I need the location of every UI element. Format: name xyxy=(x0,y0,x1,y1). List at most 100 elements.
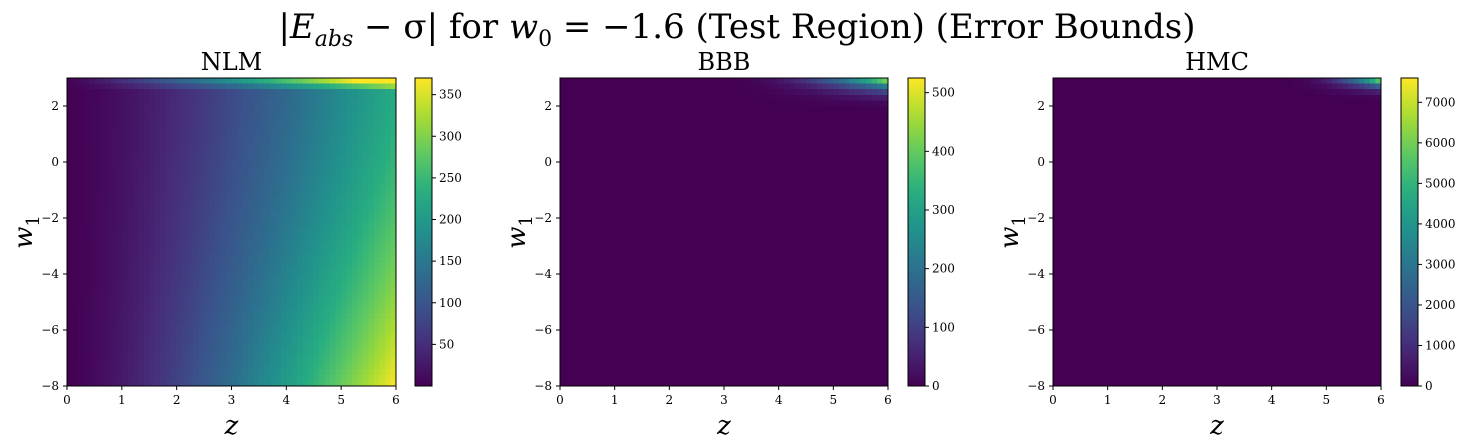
heatmap-cell xyxy=(280,134,287,141)
heatmap-cell xyxy=(143,212,150,219)
heatmap-cell xyxy=(691,94,698,101)
heatmap-cell xyxy=(691,106,698,113)
heatmap-cell xyxy=(319,285,326,292)
heatmap-cell xyxy=(308,313,315,320)
heatmap-cell xyxy=(560,240,567,247)
heatmap-cell xyxy=(258,246,265,253)
heatmap-cell xyxy=(341,106,348,113)
heatmap-cell xyxy=(226,212,233,219)
heatmap-cell xyxy=(209,139,216,146)
heatmap-cell xyxy=(94,134,101,141)
heatmap-cell xyxy=(647,156,654,163)
heatmap-cell xyxy=(680,229,687,236)
heatmap-cell xyxy=(242,290,249,297)
heatmap-cell xyxy=(72,173,79,180)
heatmap-cell xyxy=(374,100,381,107)
heatmap-cell xyxy=(652,134,659,141)
heatmap-cell xyxy=(160,223,167,230)
heatmap-cell xyxy=(264,307,271,314)
heatmap-cell xyxy=(707,307,714,314)
heatmap-cell xyxy=(614,184,621,191)
heatmap-cell xyxy=(105,307,112,314)
heatmap-cell xyxy=(127,128,134,135)
heatmap-cell xyxy=(77,212,85,219)
heatmap-cell xyxy=(182,234,189,241)
heatmap-cell xyxy=(560,324,567,331)
heatmap-cell xyxy=(171,358,178,365)
heatmap-cell xyxy=(702,296,709,303)
heatmap-cell xyxy=(143,234,150,241)
heatmap-cell xyxy=(253,145,260,152)
heatmap-cell xyxy=(286,352,293,359)
heatmap-cell xyxy=(242,201,249,208)
colorbar-tick-label: 350 xyxy=(439,88,462,102)
heatmap-cell xyxy=(264,173,271,180)
heatmap-cell xyxy=(264,223,271,230)
heatmap-cell xyxy=(663,380,670,387)
heatmap-cell xyxy=(713,94,720,101)
heatmap-cell xyxy=(264,184,271,191)
heatmap-cell xyxy=(341,139,348,146)
heatmap-cell xyxy=(291,313,298,320)
heatmap-cell xyxy=(685,268,692,275)
heatmap-cell xyxy=(374,374,381,381)
heatmap-cell xyxy=(242,106,249,113)
heatmap-cell xyxy=(72,117,79,124)
heatmap-cell xyxy=(663,296,670,303)
heatmap-cell xyxy=(154,111,161,118)
heatmap-cell xyxy=(193,223,200,230)
heatmap-cell xyxy=(220,369,227,376)
heatmap-cell xyxy=(286,206,293,213)
heatmap-cell xyxy=(313,223,320,230)
heatmap-cell xyxy=(220,201,227,208)
heatmap-cell xyxy=(691,318,698,325)
heatmap-cell xyxy=(663,162,670,169)
heatmap-cell xyxy=(132,218,139,225)
heatmap-cell xyxy=(385,279,392,286)
heatmap-cell xyxy=(72,94,79,101)
heatmap-cell xyxy=(581,358,588,365)
heatmap-cell xyxy=(674,341,681,348)
heatmap-cell xyxy=(691,302,698,309)
heatmap-cell xyxy=(258,78,265,85)
heatmap-cell xyxy=(286,128,293,135)
heatmap-cell xyxy=(385,296,392,303)
heatmap-cell xyxy=(685,262,692,269)
heatmap-cell xyxy=(275,212,282,219)
heatmap-cell xyxy=(160,212,167,219)
heatmap-cell xyxy=(176,122,183,129)
heatmap-cell xyxy=(319,240,326,247)
heatmap-cell xyxy=(269,358,276,365)
heatmap-cell xyxy=(663,89,670,96)
heatmap-cell xyxy=(154,229,161,236)
heatmap-cell xyxy=(570,218,577,225)
heatmap-cell xyxy=(642,122,649,129)
heatmap-cell xyxy=(127,122,134,129)
heatmap-cell xyxy=(696,234,703,241)
heatmap-cell xyxy=(631,178,638,185)
heatmap-cell xyxy=(352,78,359,85)
heatmap-cell xyxy=(258,128,265,135)
heatmap-cell xyxy=(209,257,216,264)
heatmap-cell xyxy=(374,352,381,359)
heatmap-cell xyxy=(352,111,359,118)
heatmap-cell xyxy=(143,274,150,281)
heatmap-cell xyxy=(319,223,326,230)
heatmap-cell xyxy=(176,145,183,152)
heatmap-cell xyxy=(231,89,238,96)
heatmap-cell xyxy=(346,240,353,247)
heatmap-cell xyxy=(176,240,183,247)
heatmap-cell xyxy=(696,257,703,264)
heatmap-cell xyxy=(669,145,676,152)
heatmap-cell xyxy=(713,150,720,157)
heatmap-cell xyxy=(652,173,659,180)
heatmap-cell xyxy=(707,201,714,208)
heatmap-cell xyxy=(374,313,381,320)
heatmap-cell xyxy=(160,302,167,309)
heatmap-cell xyxy=(702,117,709,124)
heatmap-cell xyxy=(685,78,692,85)
heatmap-cell xyxy=(220,212,227,219)
heatmap-cell xyxy=(647,363,654,370)
heatmap-cell xyxy=(308,190,315,197)
heatmap-cell xyxy=(291,190,298,197)
